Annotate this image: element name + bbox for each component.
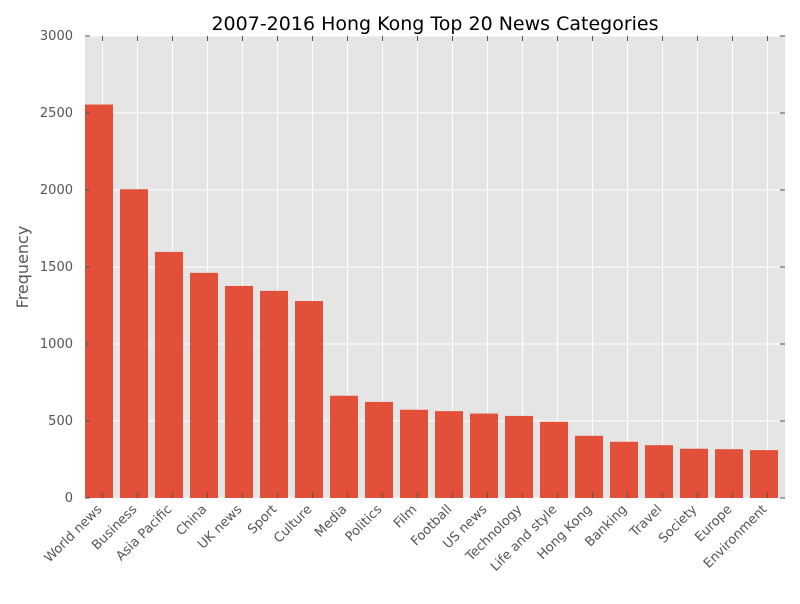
bar <box>295 301 323 498</box>
x-tick-label: Politics <box>343 502 386 545</box>
y-tick-label: 0 <box>65 491 73 506</box>
y-tick-label: 3000 <box>40 29 73 44</box>
y-axis-label: Frequency <box>13 226 32 309</box>
bars <box>85 104 778 499</box>
x-tick-label: World news <box>42 502 106 566</box>
y-tick-label: 2000 <box>40 183 73 198</box>
bar <box>260 290 288 498</box>
bar <box>365 401 393 498</box>
bar <box>645 445 673 498</box>
bar <box>715 449 743 498</box>
bar <box>680 448 708 498</box>
bar <box>120 189 148 499</box>
y-axis: 0 500 1000 1500 2000 2500 3000 <box>40 29 785 506</box>
bar <box>435 411 463 498</box>
bar <box>575 435 603 498</box>
bar <box>330 395 358 498</box>
bar <box>470 413 498 498</box>
y-tick-label: 500 <box>48 414 73 429</box>
bar <box>750 450 778 498</box>
bar <box>540 421 568 498</box>
chart-title: 2007-2016 Hong Kong Top 20 News Categori… <box>211 13 658 35</box>
x-tick-label: Environment <box>701 502 770 571</box>
bar <box>505 415 533 498</box>
bar <box>190 272 218 498</box>
bar <box>610 441 638 498</box>
x-tick-label: Society <box>656 502 701 547</box>
x-tick-label: Film <box>391 502 420 531</box>
x-tick-label: Culture <box>271 502 315 546</box>
bar <box>225 285 253 498</box>
y-tick-label: 1000 <box>40 337 73 352</box>
bar <box>155 251 183 498</box>
bar <box>85 104 113 498</box>
y-tick-label: 1500 <box>40 260 73 275</box>
y-tick-label: 2500 <box>40 106 73 121</box>
bar <box>400 409 428 498</box>
